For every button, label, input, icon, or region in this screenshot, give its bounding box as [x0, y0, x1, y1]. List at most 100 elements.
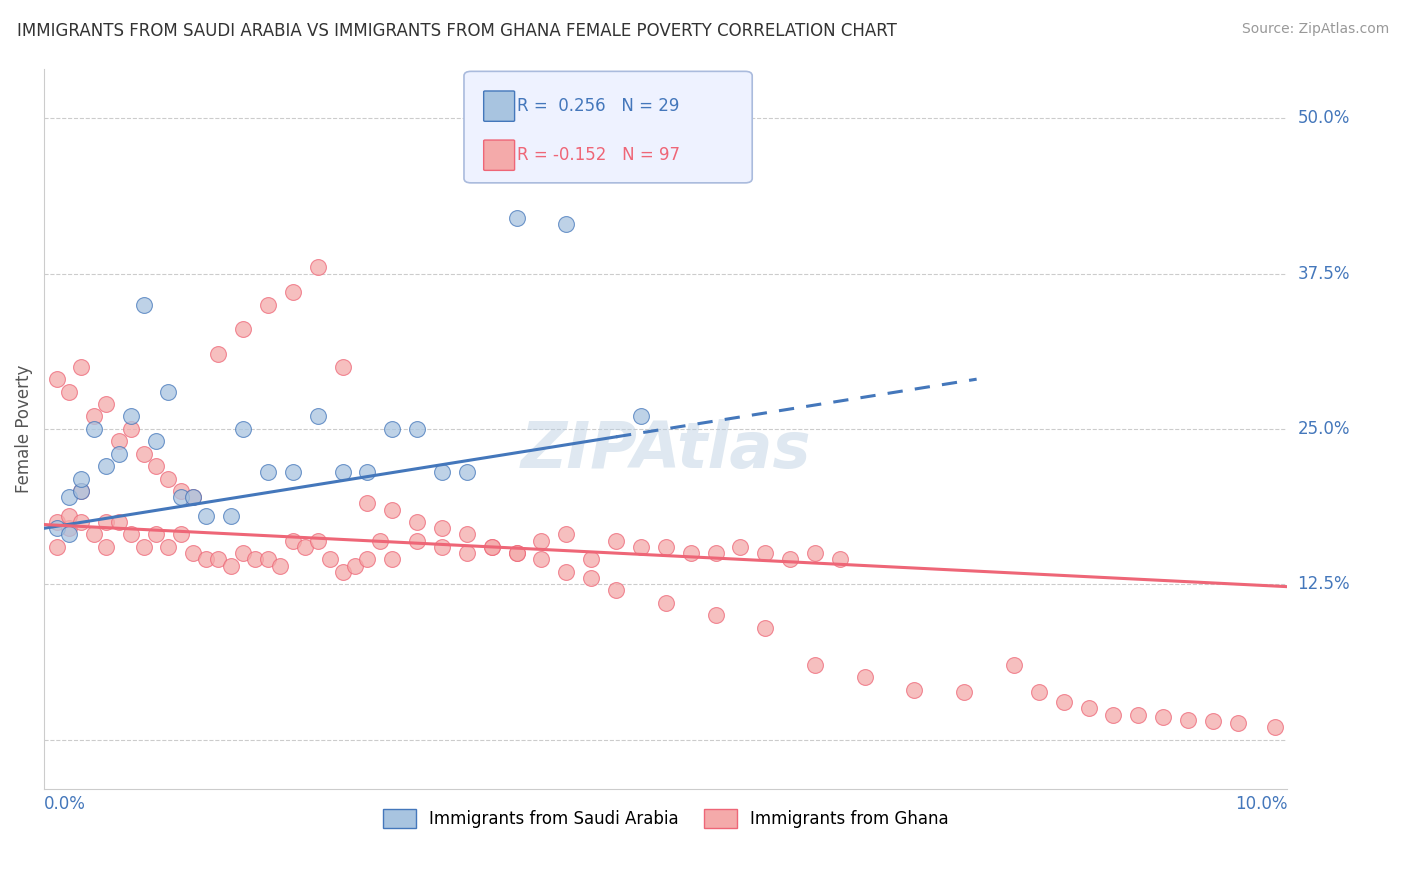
Point: [1077, 701, 1099, 715]
Point: [655, 540, 678, 554]
Text: 50.0%: 50.0%: [1298, 109, 1350, 128]
Point: [1028, 685, 1050, 699]
Point: [1264, 720, 1286, 734]
Point: [630, 409, 652, 424]
Text: 37.5%: 37.5%: [1298, 265, 1350, 283]
Point: [58, 490, 80, 504]
Point: [332, 466, 354, 480]
Point: [579, 552, 602, 566]
Point: [356, 496, 378, 510]
Point: [70, 472, 93, 486]
Point: [332, 565, 354, 579]
Point: [456, 466, 478, 480]
Point: [456, 546, 478, 560]
Point: [505, 546, 527, 560]
Point: [145, 527, 167, 541]
Text: 10.0%: 10.0%: [1234, 796, 1288, 814]
Point: [530, 533, 553, 548]
Point: [70, 483, 93, 498]
Point: [45, 540, 67, 554]
Text: 25.0%: 25.0%: [1298, 420, 1350, 438]
Point: [294, 540, 316, 554]
Point: [406, 422, 429, 436]
Point: [96, 459, 118, 474]
Point: [1152, 710, 1174, 724]
Point: [953, 685, 976, 699]
Point: [555, 527, 578, 541]
Point: [505, 546, 527, 560]
Point: [406, 515, 429, 529]
Point: [157, 384, 180, 399]
Point: [1177, 713, 1199, 727]
Point: [307, 260, 329, 275]
Text: IMMIGRANTS FROM SAUDI ARABIA VS IMMIGRANTS FROM GHANA FEMALE POVERTY CORRELATION: IMMIGRANTS FROM SAUDI ARABIA VS IMMIGRAN…: [17, 22, 897, 40]
Point: [120, 527, 142, 541]
Point: [257, 466, 280, 480]
Point: [157, 540, 180, 554]
Point: [605, 533, 627, 548]
Point: [332, 359, 354, 374]
Point: [319, 552, 342, 566]
Point: [132, 297, 155, 311]
Point: [1053, 695, 1076, 709]
Point: [257, 297, 280, 311]
Point: [1202, 714, 1225, 728]
Point: [281, 285, 304, 300]
Point: [679, 546, 702, 560]
Point: [145, 459, 167, 474]
Point: [605, 583, 627, 598]
Point: [45, 521, 67, 535]
Point: [107, 515, 129, 529]
Point: [530, 552, 553, 566]
Point: [120, 409, 142, 424]
Point: [107, 447, 129, 461]
Point: [170, 483, 193, 498]
Point: [828, 552, 851, 566]
Point: [232, 422, 254, 436]
Point: [555, 565, 578, 579]
Point: [219, 508, 242, 523]
Point: [132, 540, 155, 554]
Text: Source: ZipAtlas.com: Source: ZipAtlas.com: [1241, 22, 1389, 37]
Point: [58, 508, 80, 523]
Point: [194, 552, 217, 566]
Point: [704, 546, 727, 560]
Point: [630, 540, 652, 554]
Point: [96, 540, 118, 554]
Point: [170, 527, 193, 541]
Point: [70, 515, 93, 529]
Point: [145, 434, 167, 449]
Text: 0.0%: 0.0%: [44, 796, 86, 814]
Point: [704, 608, 727, 623]
Point: [207, 552, 229, 566]
Legend: Immigrants from Saudi Arabia, Immigrants from Ghana: Immigrants from Saudi Arabia, Immigrants…: [375, 803, 956, 835]
Point: [430, 540, 453, 554]
Point: [269, 558, 291, 573]
Point: [70, 359, 93, 374]
Point: [120, 422, 142, 436]
Point: [132, 447, 155, 461]
Point: [96, 397, 118, 411]
Point: [381, 422, 404, 436]
Point: [430, 521, 453, 535]
Point: [804, 657, 827, 672]
Point: [257, 552, 280, 566]
Point: [1226, 716, 1249, 731]
Point: [232, 322, 254, 336]
Point: [356, 466, 378, 480]
Point: [232, 546, 254, 560]
Point: [194, 508, 217, 523]
Point: [754, 621, 776, 635]
Point: [45, 515, 67, 529]
Point: [83, 409, 105, 424]
Point: [481, 540, 503, 554]
Point: [307, 533, 329, 548]
Point: [281, 533, 304, 548]
Point: [804, 546, 827, 560]
Point: [754, 546, 776, 560]
Text: ZIPAtlas: ZIPAtlas: [520, 419, 811, 482]
Point: [96, 515, 118, 529]
Point: [343, 558, 366, 573]
Point: [58, 521, 80, 535]
Text: 12.5%: 12.5%: [1298, 575, 1350, 593]
